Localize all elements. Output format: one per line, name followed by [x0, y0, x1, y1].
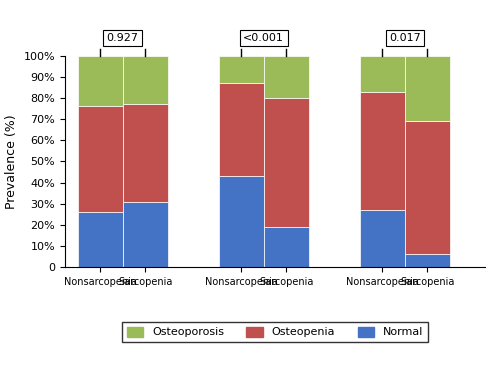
Text: <0.001: <0.001 [244, 33, 284, 43]
Text: 0.017: 0.017 [389, 33, 420, 43]
Bar [405, 56, 450, 121]
Bar [122, 201, 168, 267]
Bar [78, 106, 122, 212]
Bar [264, 56, 308, 98]
Legend: Osteoporosis, Osteopenia, Normal: Osteoporosis, Osteopenia, Normal [122, 322, 428, 342]
Bar [219, 176, 264, 267]
Bar [78, 56, 122, 106]
Text: 0.927: 0.927 [106, 33, 138, 43]
Bar [360, 56, 405, 92]
Bar [219, 56, 264, 83]
Bar [264, 98, 308, 227]
Bar [122, 56, 168, 104]
Bar [122, 104, 168, 201]
Y-axis label: Prevalence (%): Prevalence (%) [5, 114, 18, 209]
Bar [360, 210, 405, 267]
Bar [405, 255, 450, 267]
Bar [405, 121, 450, 255]
Bar [264, 227, 308, 267]
Bar [78, 212, 122, 267]
Bar [360, 92, 405, 210]
Bar [219, 83, 264, 176]
